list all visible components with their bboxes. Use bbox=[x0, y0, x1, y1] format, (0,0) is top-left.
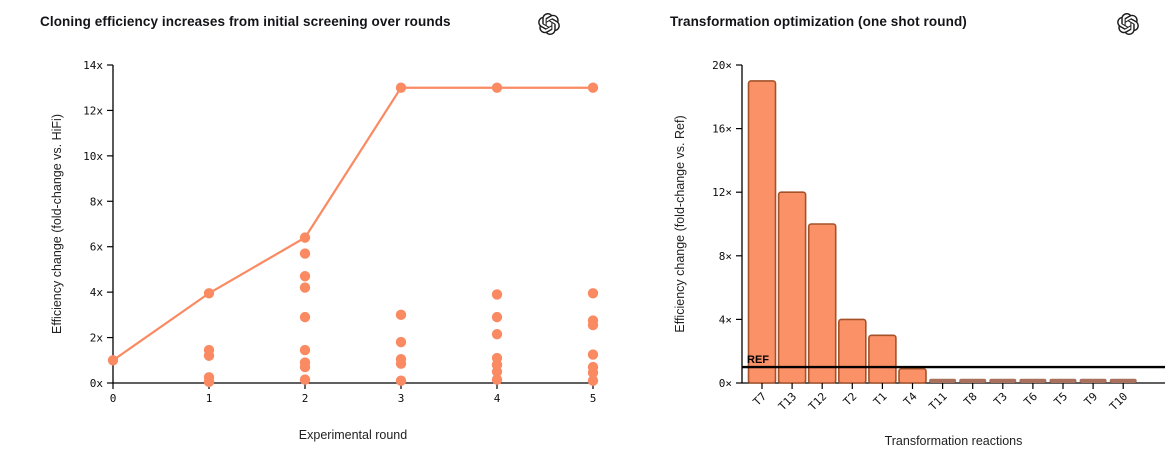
y-tick-label: 10x bbox=[83, 150, 103, 163]
x-tick-label: T5 bbox=[1052, 390, 1071, 409]
x-tick-label: T12 bbox=[806, 390, 829, 413]
scatter-point bbox=[587, 367, 599, 378]
y-tick-label: 20× bbox=[712, 59, 732, 72]
scatter-point bbox=[299, 248, 311, 259]
x-tick-label: T7 bbox=[751, 390, 770, 409]
bar-T9 bbox=[1079, 378, 1107, 383]
scatter-point bbox=[491, 311, 503, 323]
scatter-point bbox=[395, 358, 407, 369]
bar-T1 bbox=[868, 334, 897, 384]
ref-line-label: REF bbox=[747, 354, 769, 366]
x-axis-label: Experimental round bbox=[298, 428, 408, 442]
openai-logo-glyph bbox=[1117, 12, 1139, 35]
x-tick-label: T10 bbox=[1107, 390, 1130, 413]
y-tick-label: 6x bbox=[90, 241, 104, 254]
x-tick-label: T9 bbox=[1082, 390, 1101, 409]
bar-T11 bbox=[929, 378, 957, 383]
x-tick-label: 0 bbox=[110, 392, 117, 405]
x-tick-label: T4 bbox=[901, 390, 920, 409]
x-tick-label: T6 bbox=[1021, 390, 1040, 409]
y-tick-label: 12× bbox=[712, 186, 732, 199]
scatter-point bbox=[299, 361, 311, 373]
bar-T8 bbox=[959, 378, 987, 383]
y-tick-label: 0× bbox=[719, 377, 732, 390]
scatter-point bbox=[299, 374, 311, 385]
scatter-point bbox=[299, 311, 311, 323]
x-tick-label: T3 bbox=[991, 390, 1010, 409]
scatter-point bbox=[299, 271, 311, 282]
x-tick-label: T11 bbox=[926, 390, 949, 413]
scatter-point bbox=[395, 309, 407, 321]
y-tick-label: 12x bbox=[83, 104, 103, 117]
scatter-point bbox=[587, 82, 599, 93]
scatter-point bbox=[203, 288, 215, 299]
scatter-plot: 0x 2x 4x 6x 8x 10x 12x 14x 0 1 2 3 4 5 bbox=[83, 59, 599, 405]
scatter-point bbox=[491, 374, 503, 385]
x-tick-label: 5 bbox=[590, 392, 597, 405]
bar-T5 bbox=[1049, 378, 1077, 383]
openai-logo-icon bbox=[538, 12, 560, 35]
x-tick-label: T13 bbox=[776, 390, 799, 413]
scatter-point bbox=[491, 366, 503, 377]
scatter-point bbox=[299, 282, 311, 293]
bar-T3 bbox=[989, 378, 1017, 383]
y-tick-label: 8× bbox=[719, 250, 732, 263]
scatter-point bbox=[203, 350, 215, 361]
chart-title: Cloning efficiency increases from initia… bbox=[40, 14, 451, 29]
scatter-point bbox=[395, 375, 407, 386]
x-tick-label: T2 bbox=[841, 390, 860, 409]
axis-line bbox=[112, 65, 593, 384]
y-tick-label: 8x bbox=[90, 195, 104, 208]
scatter-point bbox=[587, 319, 599, 331]
bar-T10 bbox=[1109, 378, 1137, 383]
scatter-point bbox=[491, 82, 503, 93]
scatter-point bbox=[299, 344, 311, 356]
scatter-point bbox=[107, 355, 119, 366]
openai-logo-icon bbox=[1117, 12, 1139, 35]
x-tick-label: 2 bbox=[302, 392, 309, 405]
x-tick-label: T1 bbox=[871, 390, 890, 409]
y-tick-label: 16× bbox=[712, 123, 732, 136]
y-tick-label: 2x bbox=[90, 332, 104, 345]
scatter-point bbox=[491, 289, 503, 300]
scatter-point bbox=[203, 376, 215, 388]
scatter-point bbox=[587, 288, 599, 299]
openai-logo-glyph bbox=[538, 12, 560, 35]
max-line bbox=[112, 86, 593, 362]
x-tick-label: 4 bbox=[494, 392, 501, 405]
chart-title: Transformation optimization (one shot ro… bbox=[670, 14, 967, 29]
y-tick-label: 4x bbox=[90, 286, 104, 299]
scatter-point bbox=[395, 82, 407, 93]
y-tick-label: 14x bbox=[83, 59, 103, 72]
transformation-chart-panel: Transformation optimization (one shot ro… bbox=[650, 0, 1171, 463]
bar-T6 bbox=[1019, 378, 1047, 383]
bar-T12 bbox=[807, 223, 837, 384]
scatter-point bbox=[299, 232, 311, 243]
scatter-point bbox=[587, 349, 599, 360]
scatter-point bbox=[395, 336, 407, 348]
y-tick-label: 0x bbox=[90, 377, 104, 390]
bar-T4 bbox=[898, 367, 927, 384]
x-axis-label: Transformation reactions bbox=[884, 434, 1023, 448]
x-tick-label: 3 bbox=[398, 392, 405, 405]
bar-plot: 0× 4× 8× 12× 16× 20× T7 T13 T12 T2 T1 T4 T11 T8 T3 T6 T5… bbox=[712, 59, 1165, 413]
bar-T2 bbox=[838, 318, 867, 384]
cloning-efficiency-chart-panel: Cloning efficiency increases from initia… bbox=[40, 12, 599, 442]
scatter-point bbox=[491, 328, 503, 340]
bar-T13 bbox=[777, 191, 807, 384]
x-tick-label: 1 bbox=[206, 392, 213, 405]
x-tick-label: T8 bbox=[961, 390, 980, 409]
bar-T7 bbox=[747, 80, 777, 384]
scatter-point bbox=[587, 375, 599, 386]
y-tick-label: 4× bbox=[719, 313, 732, 326]
